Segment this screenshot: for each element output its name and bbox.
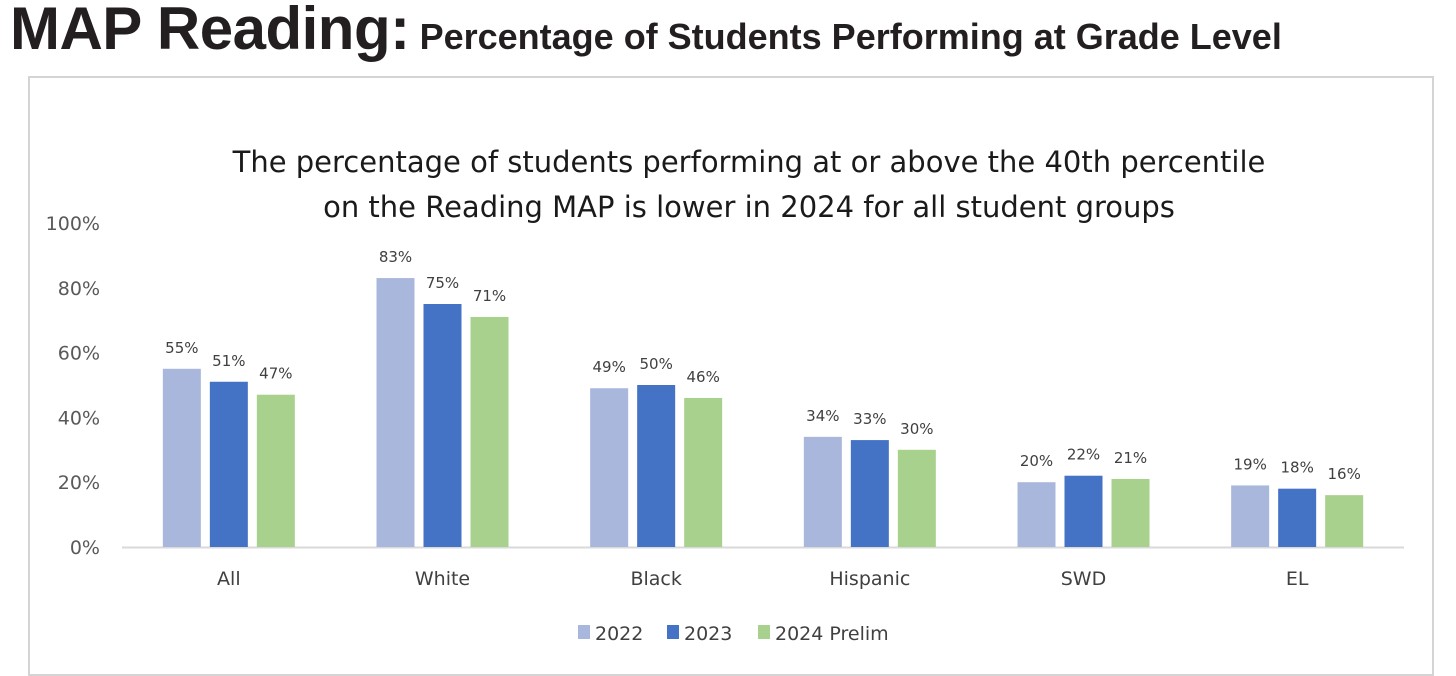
data-label: 33%: [853, 410, 886, 428]
data-label: 46%: [686, 368, 719, 386]
y-tick-label: 0%: [70, 537, 100, 559]
bar: [1017, 482, 1056, 547]
category-label: SWD: [1061, 568, 1106, 590]
data-label: 83%: [379, 248, 412, 266]
data-label: 55%: [165, 339, 198, 357]
data-label: 22%: [1067, 446, 1100, 464]
bar: [1111, 478, 1150, 547]
bar: [850, 440, 889, 547]
category-label: Hispanic: [829, 568, 910, 590]
y-tick-label: 80%: [58, 278, 100, 300]
data-label: 50%: [639, 355, 672, 373]
legend-swatch: [578, 625, 590, 639]
y-tick-label: 60%: [58, 343, 100, 365]
bar: [376, 278, 415, 547]
chart-frame: [28, 76, 1434, 676]
category-label: All: [217, 568, 241, 590]
y-tick-label: 40%: [58, 407, 100, 429]
data-label: 34%: [806, 407, 839, 425]
y-tick-label: 100%: [46, 213, 100, 235]
bar: [470, 316, 509, 547]
bar: [803, 436, 842, 547]
bar: [423, 304, 462, 547]
data-label: 20%: [1020, 452, 1053, 470]
data-label: 51%: [212, 352, 245, 370]
heading-main: MAP Reading:: [10, 0, 410, 62]
data-label: 47%: [259, 365, 292, 383]
data-label: 18%: [1280, 459, 1313, 477]
legend-label: 2022: [595, 623, 643, 645]
category-label: EL: [1286, 568, 1309, 590]
data-label: 49%: [592, 358, 625, 376]
bar: [684, 397, 723, 547]
legend-swatch: [758, 625, 770, 639]
heading-subtitle: Percentage of Students Performing at Gra…: [419, 16, 1282, 57]
legend-label: 2023: [684, 623, 732, 645]
bar: [590, 388, 629, 547]
data-label: 19%: [1233, 455, 1266, 473]
bar: [1325, 495, 1364, 547]
data-label: 75%: [426, 274, 459, 292]
bar: [162, 368, 201, 547]
page-heading: MAP Reading: Percentage of Students Perfo…: [10, 0, 1282, 63]
legend-label: 2024 Prelim: [775, 623, 889, 645]
data-label: 71%: [473, 287, 506, 305]
bar: [1278, 488, 1317, 547]
chart-title-line: on the Reading MAP is lower in 2024 for …: [323, 190, 1175, 224]
bar: [1064, 475, 1103, 547]
data-label: 30%: [900, 420, 933, 438]
category-label: White: [415, 568, 470, 590]
y-tick-label: 20%: [58, 472, 100, 494]
category-label: Black: [630, 568, 681, 590]
chart-title-line: The percentage of students performing at…: [232, 145, 1266, 179]
data-label: 16%: [1327, 465, 1360, 483]
legend-swatch: [667, 625, 679, 639]
data-label: 21%: [1114, 449, 1147, 467]
bar: [897, 449, 936, 547]
bar: [209, 381, 248, 547]
bar: [637, 385, 676, 547]
bar: [1231, 485, 1270, 547]
bar: [256, 394, 295, 547]
